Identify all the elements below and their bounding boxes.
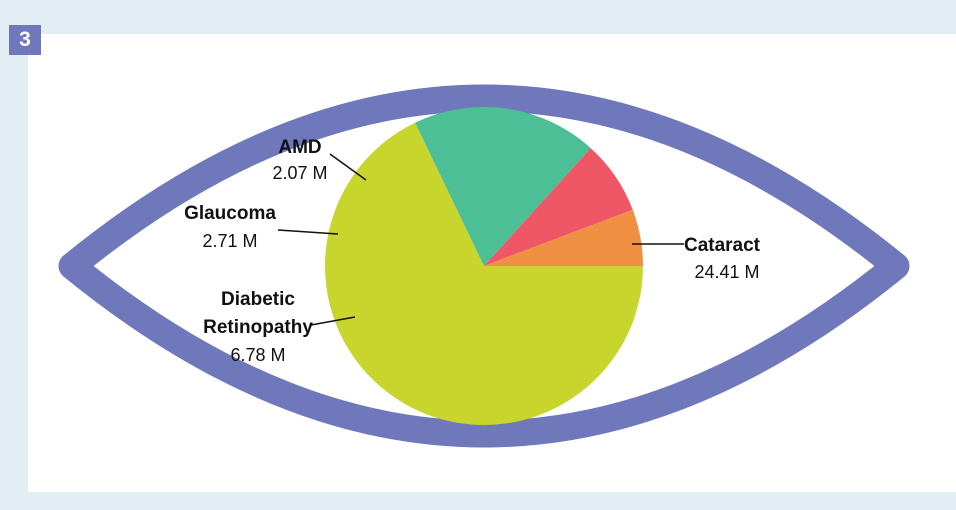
pie-slice-glaucoma bbox=[484, 148, 633, 266]
eye-outline bbox=[58, 84, 910, 448]
pie-slice-amd bbox=[484, 209, 643, 266]
slice-value-diabetic-retinopathy: 6.78 M bbox=[230, 345, 285, 365]
slice-label-diabetic-retinopathy-line1: Diabetic bbox=[221, 289, 295, 310]
slice-label-cataract: Cataract bbox=[684, 235, 761, 256]
leader-line-diabetic-retinopathy bbox=[310, 316, 356, 326]
pie-labels: Cataract 24.41 M Diabetic Retinopathy 6.78 M… bbox=[184, 137, 761, 365]
slice-label-glaucoma: Glaucoma bbox=[184, 203, 276, 224]
leader-line-amd bbox=[329, 153, 367, 181]
slice-value-cataract: 24.41 M bbox=[694, 262, 759, 282]
pie-slice-cataract bbox=[324, 122, 643, 426]
pie-slice-diabetic-retinopathy bbox=[415, 107, 591, 266]
slice-label-amd: AMD bbox=[278, 137, 321, 158]
slice-label-diabetic-retinopathy-line2: Retinopathy bbox=[203, 317, 313, 338]
slice-value-amd: 2.07 M bbox=[272, 163, 327, 183]
pie-slices bbox=[324, 107, 643, 426]
figure-number-badge: 3 bbox=[9, 25, 41, 55]
slice-value-glaucoma: 2.71 M bbox=[202, 231, 257, 251]
leader-line-glaucoma bbox=[277, 229, 339, 235]
